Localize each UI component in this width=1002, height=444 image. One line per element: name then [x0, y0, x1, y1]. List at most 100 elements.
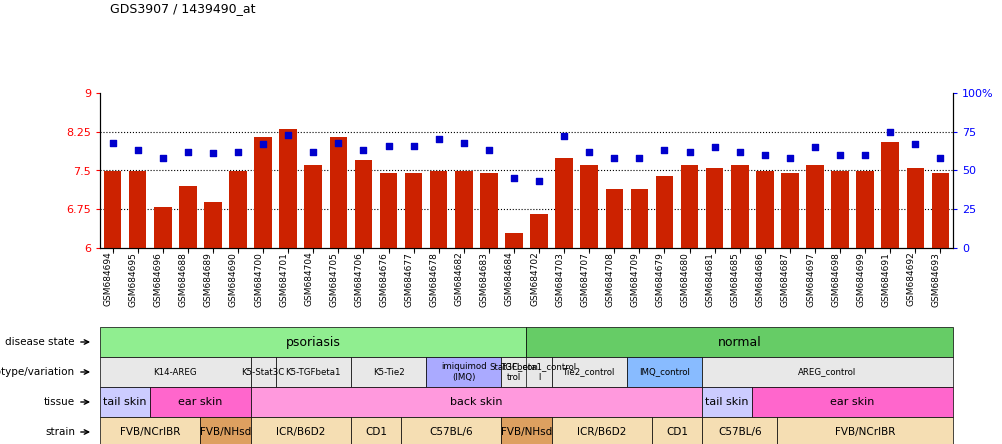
Bar — [128, 170, 146, 248]
Bar — [355, 160, 372, 248]
Text: GSM684696: GSM684696 — [153, 252, 162, 307]
Bar — [777, 417, 952, 444]
Text: GSM684679: GSM684679 — [655, 252, 663, 307]
Text: GSM684680: GSM684680 — [680, 252, 689, 307]
Point — [782, 155, 798, 162]
Text: GSM684684: GSM684684 — [504, 252, 513, 306]
Bar — [276, 357, 351, 387]
Bar — [856, 170, 873, 248]
Bar — [831, 170, 848, 248]
Bar — [100, 387, 150, 417]
Bar — [705, 168, 722, 248]
Point — [882, 128, 898, 135]
Point — [129, 147, 145, 154]
Point — [630, 155, 646, 162]
Text: disease state: disease state — [5, 337, 75, 347]
Text: FVB/NCrIBR: FVB/NCrIBR — [120, 427, 180, 437]
Bar — [730, 165, 747, 248]
Text: TGFbeta1_control
l: TGFbeta1_control l — [500, 362, 576, 382]
Bar — [100, 357, 250, 387]
Bar — [305, 165, 322, 248]
Bar — [100, 417, 200, 444]
Bar — [255, 137, 272, 248]
Text: ear skin: ear skin — [830, 397, 874, 407]
Text: FVB/NHsd: FVB/NHsd — [500, 427, 551, 437]
Text: tail skin: tail skin — [103, 397, 146, 407]
Bar — [605, 189, 622, 248]
Bar — [806, 165, 823, 248]
Bar — [200, 417, 250, 444]
Bar — [204, 202, 221, 248]
Text: GSM684705: GSM684705 — [329, 252, 338, 307]
Text: GSM684693: GSM684693 — [931, 252, 940, 307]
Bar — [501, 417, 551, 444]
Bar — [405, 173, 422, 248]
Bar — [530, 214, 547, 248]
Text: ear skin: ear skin — [178, 397, 222, 407]
Point — [430, 136, 446, 143]
Text: GSM684682: GSM684682 — [454, 252, 463, 306]
Bar — [250, 357, 276, 387]
Bar — [153, 206, 171, 248]
Point — [706, 144, 722, 151]
Bar — [229, 170, 246, 248]
Text: GSM684681: GSM684681 — [705, 252, 714, 307]
Bar — [330, 137, 347, 248]
Text: GSM684708: GSM684708 — [604, 252, 613, 307]
Point — [655, 147, 671, 154]
Text: K5-TGFbeta1: K5-TGFbeta1 — [286, 368, 341, 377]
Bar — [455, 170, 472, 248]
Text: CD1: CD1 — [365, 427, 387, 437]
Point — [204, 150, 220, 157]
Point — [681, 148, 697, 155]
Point — [229, 148, 245, 155]
Text: GSM684683: GSM684683 — [479, 252, 488, 307]
Text: GSM684686: GSM684686 — [756, 252, 765, 307]
Point — [932, 155, 948, 162]
Text: GSM684700: GSM684700 — [254, 252, 263, 307]
Point — [857, 151, 873, 159]
Bar — [555, 158, 572, 248]
Text: ICR/B6D2: ICR/B6D2 — [276, 427, 325, 437]
Bar — [351, 417, 401, 444]
Text: tissue: tissue — [44, 397, 75, 407]
Text: GSM684685: GSM684685 — [730, 252, 739, 307]
Point — [907, 141, 923, 148]
Text: GSM684697: GSM684697 — [806, 252, 815, 307]
Text: K14-AREG: K14-AREG — [153, 368, 196, 377]
Text: GSM684690: GSM684690 — [228, 252, 237, 307]
Text: GSM684707: GSM684707 — [579, 252, 588, 307]
Point — [832, 151, 848, 159]
Point — [154, 155, 170, 162]
Bar — [250, 417, 351, 444]
Point — [530, 178, 546, 185]
Text: genotype/variation: genotype/variation — [0, 367, 75, 377]
Bar — [701, 417, 777, 444]
Text: strain: strain — [45, 427, 75, 437]
Point — [807, 144, 823, 151]
Point — [605, 155, 621, 162]
Point — [505, 174, 521, 182]
Bar — [100, 327, 526, 357]
Point — [255, 141, 271, 148]
Point — [580, 148, 596, 155]
Bar — [752, 387, 952, 417]
Text: C57BL/6: C57BL/6 — [717, 427, 761, 437]
Bar — [906, 168, 923, 248]
Bar — [526, 327, 952, 357]
Text: FVB/NHsd: FVB/NHsd — [199, 427, 250, 437]
Text: psoriasis: psoriasis — [286, 336, 341, 349]
Bar — [351, 357, 426, 387]
Point — [731, 148, 747, 155]
Text: GSM684704: GSM684704 — [304, 252, 313, 306]
Text: GSM684706: GSM684706 — [354, 252, 363, 307]
Text: GSM684677: GSM684677 — [404, 252, 413, 307]
Bar — [526, 357, 551, 387]
Text: K5-Tie2: K5-Tie2 — [373, 368, 404, 377]
Text: GSM684694: GSM684694 — [103, 252, 112, 306]
Point — [355, 147, 371, 154]
Bar — [651, 417, 701, 444]
Bar — [178, 186, 196, 248]
Text: GSM684688: GSM684688 — [178, 252, 187, 307]
Text: GSM684687: GSM684687 — [781, 252, 790, 307]
